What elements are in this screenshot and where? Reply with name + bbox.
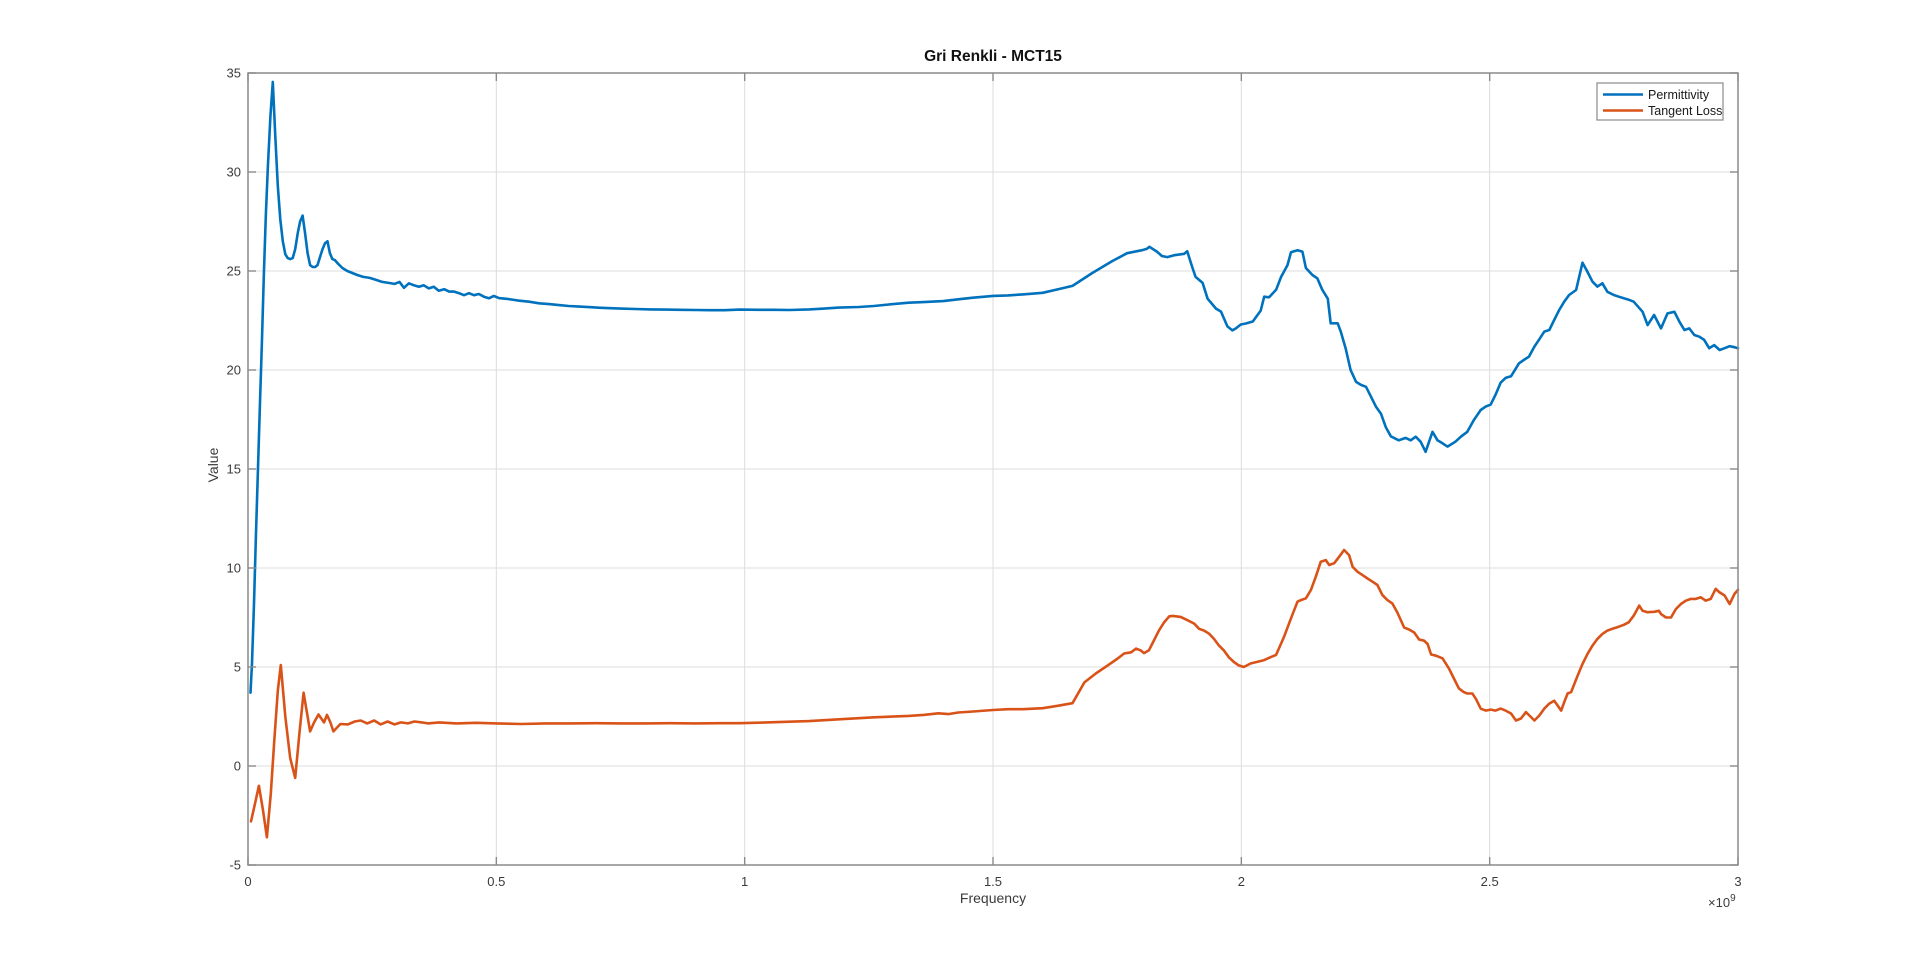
- y-tick-label: 10: [227, 561, 241, 576]
- y-tick-label: 0: [234, 759, 241, 774]
- y-tick-label: 5: [234, 660, 241, 675]
- y-tick-label: 20: [227, 363, 241, 378]
- legend-label-tangent-loss: Tangent Loss: [1648, 104, 1722, 118]
- x-tick-label: 2.5: [1481, 874, 1499, 889]
- legend-box: [1596, 82, 1724, 121]
- x-tick-label: 0.5: [487, 874, 505, 889]
- chart-title: Gri Renkli - MCT15: [924, 48, 1062, 65]
- grid: [248, 73, 1738, 865]
- y-tick-label: -5: [229, 858, 241, 873]
- y-axis-label: Value: [205, 447, 221, 482]
- x-tick-label: 1.5: [984, 874, 1002, 889]
- y-tick-label: 25: [227, 264, 241, 279]
- axis-ticks: [247, 72, 1739, 866]
- x-tick-label: 3: [1734, 874, 1741, 889]
- x-axis-label: Frequency: [960, 890, 1026, 906]
- legend: Permittivity Tangent Loss: [1596, 82, 1724, 121]
- y-tick-label: 30: [227, 165, 241, 180]
- x-tick-label: 2: [1238, 874, 1245, 889]
- x-axis-exponent: ×109: [1708, 893, 1736, 910]
- x-tick-label: 0: [244, 874, 251, 889]
- exponent-power: 9: [1730, 893, 1736, 904]
- y-tick-label: 35: [227, 66, 241, 81]
- exponent-base: ×10: [1708, 895, 1730, 910]
- series-lines: [249, 80, 1740, 839]
- series-permittivity: [249, 80, 1740, 695]
- y-tick-label: 15: [227, 462, 241, 477]
- x-tick-label: 1: [741, 874, 748, 889]
- legend-label-permittivity: Permittivity: [1648, 88, 1710, 102]
- series-tangent-loss: [249, 548, 1740, 839]
